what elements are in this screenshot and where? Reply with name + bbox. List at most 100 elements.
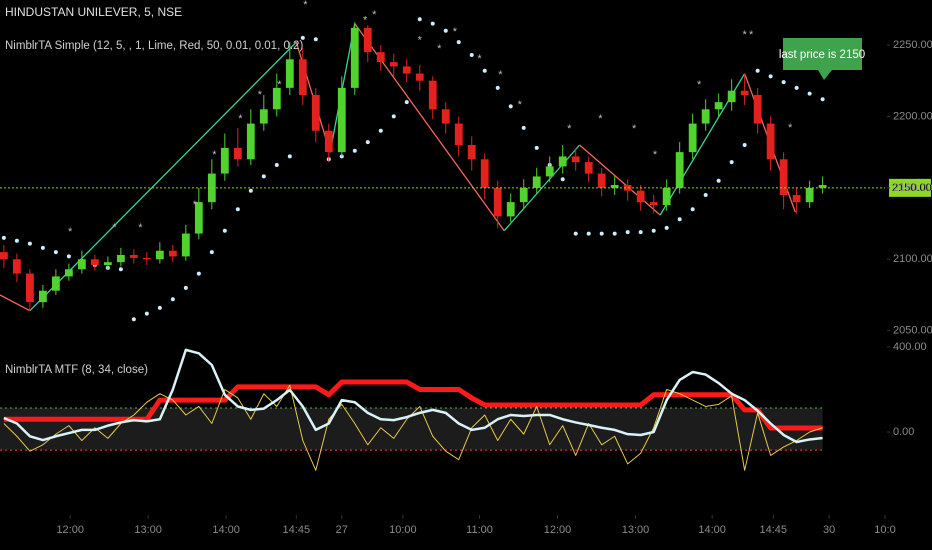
candle-body bbox=[428, 80, 437, 110]
candle-body bbox=[116, 255, 125, 263]
signal-marker: * bbox=[212, 149, 217, 161]
candle-body bbox=[610, 185, 619, 188]
signal-marker: * bbox=[138, 222, 143, 234]
sar-dot bbox=[534, 145, 539, 150]
candle-body bbox=[337, 87, 346, 153]
sar-dot bbox=[222, 228, 227, 233]
sar-dot bbox=[742, 143, 747, 147]
sar-dot bbox=[274, 163, 279, 167]
sar-dot bbox=[703, 193, 708, 197]
x-tick-label: 14:45 bbox=[283, 524, 311, 536]
candle-body bbox=[103, 262, 112, 265]
oscillator-pane bbox=[0, 348, 823, 471]
signal-marker: * bbox=[518, 99, 523, 111]
candle-body bbox=[597, 173, 606, 188]
sar-dot bbox=[456, 40, 461, 45]
sar-dot bbox=[768, 74, 773, 79]
signal-marker: * bbox=[238, 113, 243, 125]
indicator-line bbox=[3, 348, 823, 444]
sar-dot bbox=[118, 267, 123, 272]
x-tick-label: 10:0 bbox=[874, 524, 895, 536]
sar-dot bbox=[313, 37, 318, 42]
candle-body bbox=[818, 185, 827, 188]
signal-marker: * bbox=[303, 0, 308, 11]
sar-dot bbox=[196, 271, 201, 276]
candle-body bbox=[363, 27, 372, 53]
candle-body bbox=[454, 123, 463, 145]
candle-body bbox=[142, 257, 151, 260]
y-tick-label: 2200.00 bbox=[893, 110, 932, 122]
x-tick-label: 14:00 bbox=[698, 524, 726, 536]
annotation-text: last price is 2150 bbox=[779, 49, 865, 61]
sar-dot bbox=[664, 225, 669, 230]
sar-dot bbox=[261, 174, 266, 179]
candle-body bbox=[779, 159, 788, 195]
sar-dot bbox=[690, 207, 695, 212]
x-tick-label: 11:00 bbox=[466, 524, 493, 536]
candle-body bbox=[506, 202, 515, 217]
candle-body bbox=[376, 52, 385, 63]
sar-dot bbox=[508, 104, 513, 109]
sar-dot bbox=[651, 228, 656, 233]
signal-marker: * bbox=[477, 53, 482, 65]
candle-body bbox=[207, 173, 216, 203]
candle-body bbox=[129, 255, 138, 258]
sar-dot bbox=[235, 207, 240, 212]
x-tick-label: 14:45 bbox=[759, 524, 787, 536]
sar-dot bbox=[287, 154, 292, 159]
signal-marker: * bbox=[277, 79, 282, 91]
x-tick-label: 30 bbox=[823, 524, 835, 536]
candle-body bbox=[636, 190, 645, 203]
x-tick-label: 14:00 bbox=[212, 524, 240, 536]
zigzag-segment bbox=[579, 144, 661, 216]
candle-body bbox=[805, 187, 814, 203]
sar-dot bbox=[781, 80, 786, 85]
sar-dot bbox=[495, 85, 500, 90]
sar-dot bbox=[183, 285, 188, 290]
sar-dot bbox=[248, 188, 253, 193]
sar-dot bbox=[14, 238, 19, 243]
candle-body bbox=[220, 147, 229, 174]
y-tick-label: 2100.00 bbox=[893, 253, 932, 265]
candle-body bbox=[25, 273, 34, 303]
zigzag-segment bbox=[0, 294, 31, 312]
signal-marker: * bbox=[68, 226, 73, 238]
sar-dot bbox=[378, 128, 383, 133]
sar-dot bbox=[638, 230, 643, 235]
candle-body bbox=[90, 259, 99, 265]
sar-dot bbox=[417, 17, 422, 22]
candle-body bbox=[181, 233, 190, 257]
indicator-label: NimblrTA Simple (12, 5, , 1, Lime, Red, … bbox=[5, 40, 303, 52]
price-label: 2150.00 bbox=[892, 182, 932, 194]
y-tick-label: 2250.00 bbox=[893, 39, 932, 51]
signal-marker: * bbox=[437, 43, 442, 55]
candle-body bbox=[532, 176, 541, 188]
candle-body bbox=[0, 252, 8, 260]
sar-dot bbox=[27, 241, 32, 246]
signal-marker: * bbox=[788, 122, 793, 134]
sar-dot bbox=[131, 317, 136, 322]
candle-body bbox=[467, 145, 476, 160]
indicator-line bbox=[3, 384, 823, 471]
candle-body bbox=[311, 95, 320, 131]
sar-dot bbox=[599, 231, 604, 236]
sar-dot bbox=[365, 140, 370, 145]
candle-body bbox=[389, 62, 398, 67]
signal-marker: * bbox=[112, 222, 117, 234]
indicator-label: NimblrTA MTF (8, 34, close) bbox=[5, 364, 148, 376]
sar-dot bbox=[53, 250, 58, 255]
chart-title: HINDUSTAN UNILEVER, 5, NSE bbox=[5, 5, 182, 19]
x-tick-label: 12:00 bbox=[56, 524, 84, 536]
candle-body bbox=[168, 250, 177, 257]
y-tick-label: 2050.00 bbox=[893, 325, 932, 337]
zigzag-segment bbox=[29, 41, 297, 312]
candle-body bbox=[753, 95, 762, 124]
candle-body bbox=[649, 202, 658, 205]
sar-dot bbox=[443, 28, 448, 33]
signal-marker: * bbox=[749, 29, 754, 41]
sar-dot bbox=[482, 68, 487, 73]
candle-body bbox=[285, 59, 294, 88]
sar-dot bbox=[170, 297, 175, 302]
sar-dot bbox=[807, 91, 812, 96]
